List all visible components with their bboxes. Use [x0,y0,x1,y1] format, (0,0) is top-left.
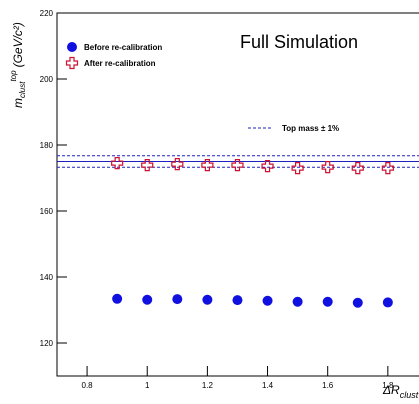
point [202,294,213,305]
point [172,294,183,305]
point [262,295,273,306]
x-tick-label: 1.6 [322,381,334,390]
y-label-base: m [11,98,25,108]
point [382,297,393,308]
x-tick-label: 1 [145,381,150,390]
x-tick-label: 0.8 [82,381,94,390]
point [142,294,153,305]
y-tick-label: 200 [40,75,54,84]
legend-label: Top mass ± 1% [282,124,339,133]
y-tick-label: 120 [40,339,54,348]
point [381,162,394,175]
y-axis-label: mclusttop (GeV/c²) [9,22,27,108]
x-axis-label: ΔRclust [382,383,419,400]
legend-label: Before re-calibration [84,43,162,52]
y-label-sub: clust [18,81,27,98]
legend-label: After re-calibration [84,59,156,68]
point [232,295,243,306]
point [352,297,363,308]
x-label-sub: clust [400,390,419,400]
point [111,157,124,170]
point [171,158,184,171]
y-tick-label: 180 [40,141,54,150]
y-tick-label: 140 [40,273,54,282]
x-tick-label: 1.8 [382,381,394,390]
point [351,162,364,175]
y-label-unit: (GeV/c²) [11,22,25,67]
chart-title: Full Simulation [240,32,358,52]
x-label-base: ΔR [382,383,400,397]
point [291,162,304,175]
legend-marker [67,42,77,52]
point [112,293,123,304]
x-tick-label: 1.2 [202,381,214,390]
y-label-sup: top [9,70,18,82]
point [141,159,154,172]
point [292,296,303,307]
point [201,159,214,172]
y-tick-label: 160 [40,207,54,216]
legend-marker [65,56,79,70]
y-tick-label: 220 [40,9,54,18]
plot-frame [56,12,419,377]
point [231,159,244,172]
point [322,296,333,307]
x-tick-label: 1.4 [262,381,274,390]
point [321,161,334,174]
point [261,160,274,173]
